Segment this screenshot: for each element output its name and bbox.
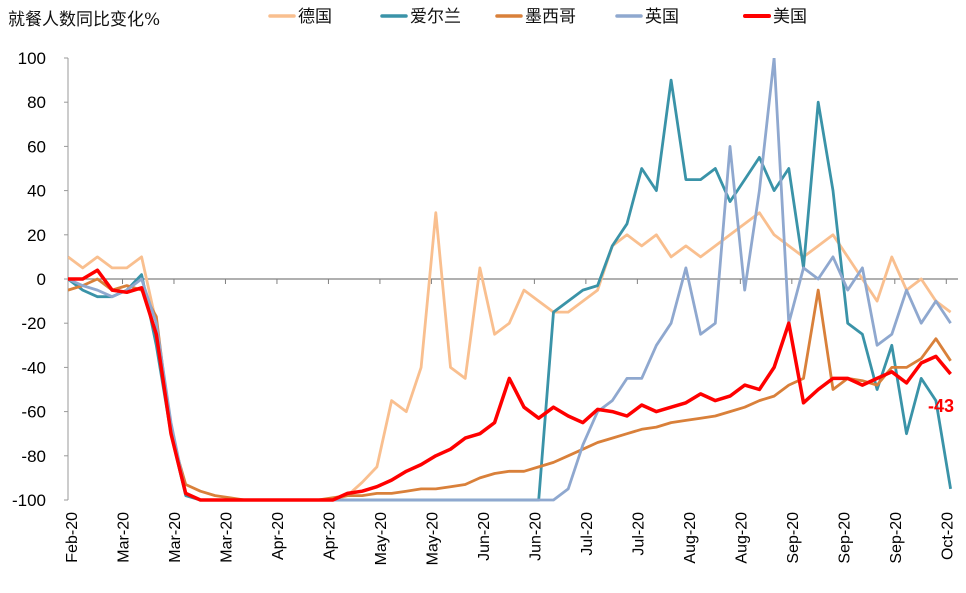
x-tick-label: Mar-20: [167, 512, 184, 563]
x-tick-label: Mar-20: [218, 512, 235, 563]
y-tick-label: 40: [27, 182, 46, 201]
x-tick-label: Sep-20: [836, 512, 853, 564]
y-tick-label: 20: [27, 226, 46, 245]
legend-label: 德国: [298, 7, 332, 27]
x-tick-label: Apr-20: [321, 512, 338, 560]
y-tick-label: 0: [37, 270, 46, 289]
y-tick-label: 80: [27, 93, 46, 112]
x-tick-label: Aug-20: [682, 512, 699, 564]
series-line-墨西哥: [68, 277, 952, 502]
legend: 德国 爱尔兰 墨西哥 英国 美国: [268, 7, 807, 27]
x-tick-label: May-20: [373, 512, 390, 565]
x-tick-label: Sep-20: [888, 512, 905, 564]
last-value-annotation: -43: [928, 396, 954, 416]
series-line-美国: [68, 268, 952, 502]
y-tick-label: -80: [21, 447, 46, 466]
y-tick-label: -60: [21, 403, 46, 422]
y-tick-label: -40: [21, 358, 46, 377]
x-tick-label: Apr-20: [270, 512, 287, 560]
x-tick-label: Jun-20: [476, 512, 493, 561]
y-tick-label: -20: [21, 314, 46, 333]
legend-label: 英国: [645, 7, 679, 27]
x-tick-label: Aug-20: [733, 512, 750, 564]
chart-title: 就餐人数同比变化%: [8, 10, 160, 30]
series-line-德国: [68, 211, 952, 502]
y-axis: 100 80 60 40 20 0 -20 -40 -60 -80 -100: [12, 49, 69, 510]
x-tick-label: Jul-20: [579, 512, 596, 556]
series-lines: [68, 58, 952, 502]
legend-label: 美国: [773, 7, 807, 27]
y-tick-label: -100: [12, 491, 46, 510]
x-tick-label: Jul-20: [630, 512, 647, 556]
x-tick-label: Mar-20: [115, 512, 132, 563]
legend-label: 墨西哥: [525, 7, 576, 27]
x-axis: Feb-20 Mar-20 Mar-20 Mar-20 Apr-20 Apr-20 May-…: [64, 278, 958, 565]
legend-label: 爱尔兰: [410, 7, 461, 27]
y-tick-label: 60: [27, 137, 46, 156]
x-tick-label: Oct-20: [939, 512, 956, 560]
x-tick-label: May-20: [424, 512, 441, 565]
y-tick-label: 100: [18, 49, 46, 68]
x-tick-label: Feb-20: [64, 512, 81, 563]
x-tick-label: Sep-20: [785, 512, 802, 564]
x-tick-label: Jun-20: [527, 512, 544, 561]
